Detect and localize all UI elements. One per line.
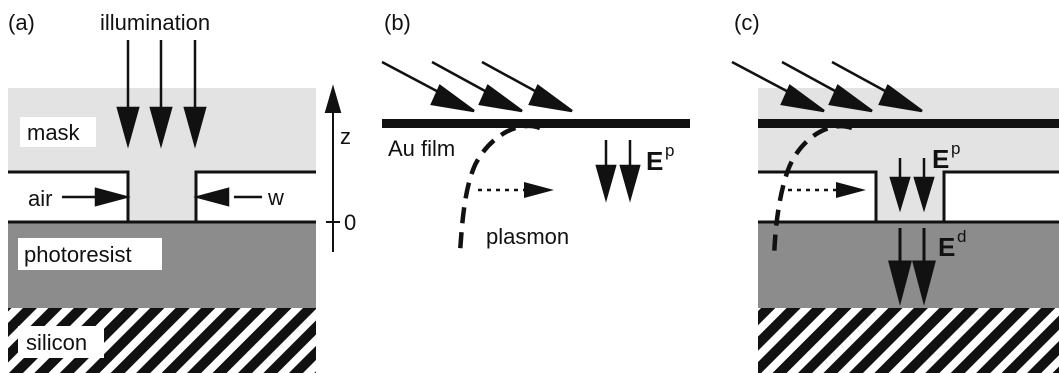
panel-b: (b) Au film plasmon E p xyxy=(381,10,690,253)
air-label: air xyxy=(28,186,52,211)
plasmon-profile-c xyxy=(771,123,853,259)
silicon-label: silicon xyxy=(26,330,87,355)
z-axis xyxy=(324,84,342,252)
ep-arrows-c xyxy=(889,158,935,213)
oblique-arrows-b xyxy=(381,60,573,113)
air-gap-right-c xyxy=(944,172,1059,222)
oblique-arrows-c xyxy=(731,60,923,113)
panel-c-tag: (c) xyxy=(734,10,760,35)
au-film-c xyxy=(758,119,1059,128)
ep-label-c: E xyxy=(932,144,949,174)
zero-label: 0 xyxy=(344,210,356,235)
ed-arrows-c xyxy=(888,228,936,306)
ep-sup-b: p xyxy=(665,141,674,160)
mask-label: mask xyxy=(27,120,81,145)
silicon-layer-c xyxy=(758,308,1059,373)
mask-outline-c xyxy=(758,170,1059,222)
width-arrows xyxy=(62,187,262,207)
z-label: z xyxy=(340,124,351,149)
ep-arrows-b xyxy=(595,140,641,203)
panel-a: (a) mask air photoresist silicon illumin… xyxy=(8,10,356,373)
mask-outline xyxy=(8,170,316,222)
panel-b-tag: (b) xyxy=(384,10,411,35)
silicon-label-box xyxy=(18,326,104,358)
plasmon-arrow-head-c xyxy=(836,182,866,198)
plasmon-profile xyxy=(457,123,541,253)
photoresist-label-box xyxy=(18,238,162,270)
au-film xyxy=(382,119,690,128)
panel-a-tag: (a) xyxy=(8,10,35,35)
w-label: w xyxy=(267,185,284,210)
ed-label-c: E xyxy=(938,232,955,262)
plasmon-arrow-head xyxy=(524,182,554,198)
ep-label-b: E xyxy=(646,146,663,176)
plasmon-label: plasmon xyxy=(486,224,569,249)
mask-label-box xyxy=(20,117,96,147)
illumination-label: illumination xyxy=(100,10,210,35)
au-film-label: Au film xyxy=(388,136,455,161)
panel-c: (c) E p xyxy=(731,10,1059,373)
ep-sup-c: p xyxy=(951,139,960,158)
ed-sup-c: d xyxy=(957,227,966,246)
photoresist-label: photoresist xyxy=(24,242,132,267)
illumination-arrows xyxy=(116,40,207,149)
